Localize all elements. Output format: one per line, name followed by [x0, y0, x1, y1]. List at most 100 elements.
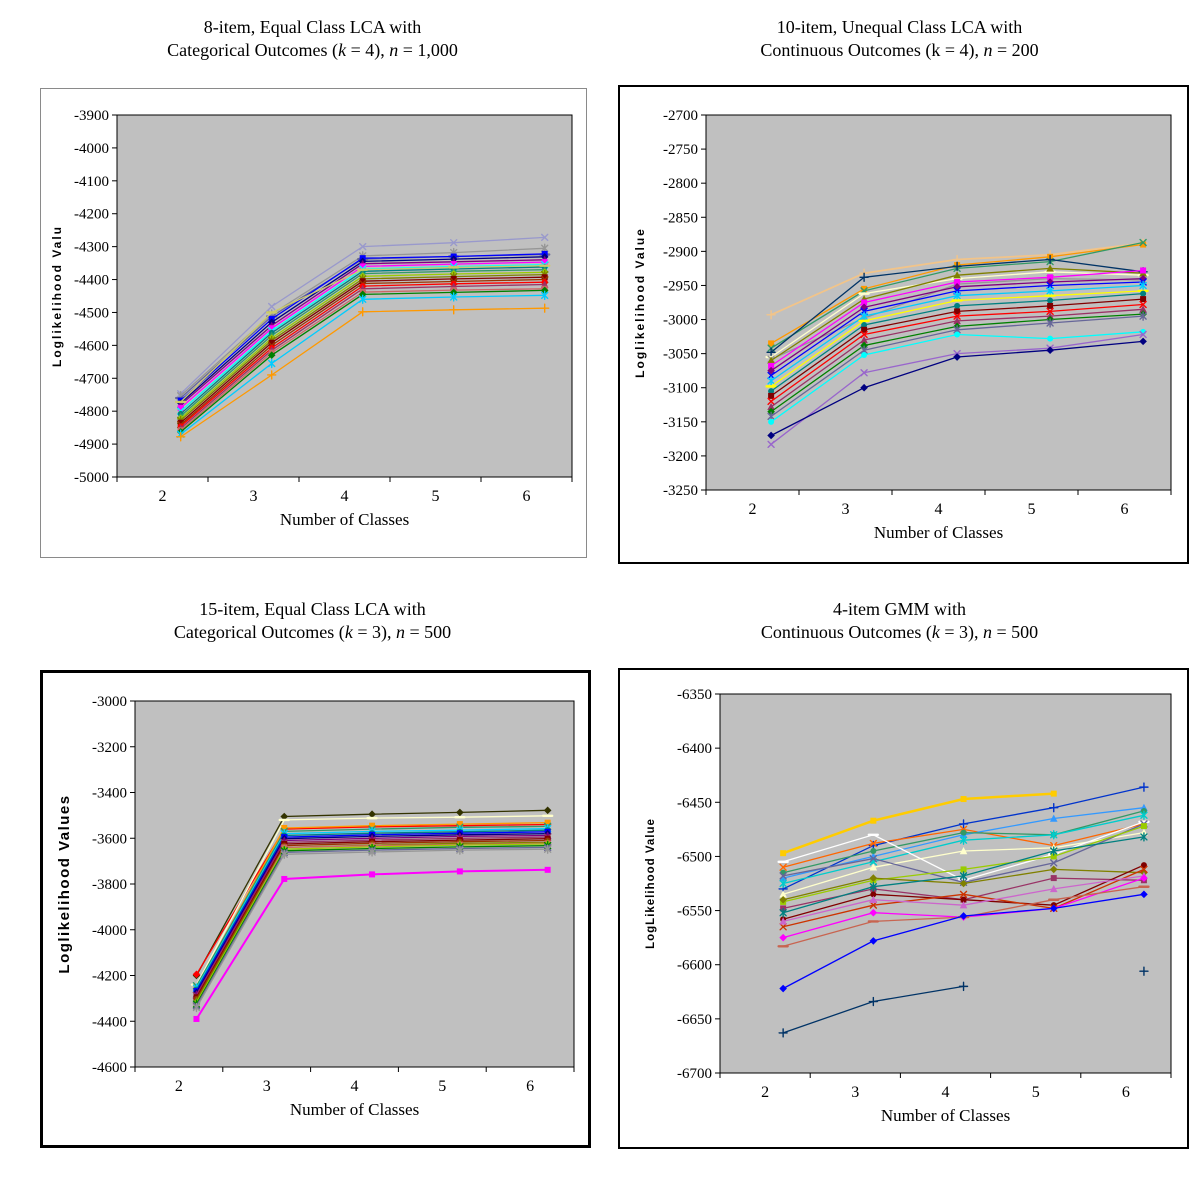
chart-top-left: -3900 -4000 -4100 -4200 -4300 -4400 -4500 -4600… [40, 88, 587, 558]
y-tick-label: -6650 [677, 1012, 712, 1028]
y-tick-label: -3800 [92, 877, 127, 893]
x-tick-label: 5 [438, 1078, 446, 1095]
title-segment: = 200 [992, 40, 1039, 61]
title-segment: k [344, 622, 353, 643]
y-tick-label: -3100 [663, 381, 698, 397]
y-tick-label: -4400 [92, 1014, 127, 1030]
chart-bottom-left: -3000 -3200 -3400 -3600 -3800 -4000 -4200 -4400… [40, 670, 591, 1148]
title-segment: n [389, 40, 399, 61]
y-tick-label: -4100 [74, 174, 109, 190]
chart-title-line: 4-item GMM with [612, 598, 1187, 621]
y-tick-label: -4000 [92, 923, 127, 939]
x-tick-label: 4 [942, 1084, 950, 1101]
title-segment: 10-item, Unequal Class LCA with [776, 17, 1023, 37]
y-tick-label: -6600 [677, 958, 712, 974]
x-tick-label: 2 [159, 488, 167, 505]
y-tick-label: -2950 [663, 278, 698, 294]
y-tick-label: -6550 [677, 904, 712, 920]
y-axis-title: Loglikelihood Valu [50, 225, 64, 367]
x-tick-label: 3 [842, 501, 850, 518]
title-segment: k [931, 622, 940, 643]
x-tick-label: 3 [263, 1078, 271, 1095]
chart-title-line: Continuous Outcomes (k = 4), n = 200 [612, 39, 1187, 62]
y-tick-label: -4700 [74, 371, 109, 387]
x-tick-label: 6 [1121, 501, 1129, 518]
x-axis-title: Number of Classes [280, 510, 409, 529]
y-tick-label: -4900 [74, 437, 109, 453]
chart-bottom-right: -6350 -6400 -6450 -6500 -6550 -6600 -6650 -6700… [618, 668, 1189, 1149]
chart-title-top-right: 10-item, Unequal Class LCA with Continuou… [612, 16, 1187, 63]
title-segment: k [338, 40, 347, 61]
x-tick-label: 6 [523, 488, 531, 505]
y-tick-label: -4400 [74, 273, 109, 289]
x-axis-title: Number of Classes [874, 523, 1003, 542]
chart-top-right: -2700 -2750 -2800 -2850 -2900 -2950 -3000 -3050… [618, 85, 1189, 564]
y-tick-label: -4500 [74, 305, 109, 321]
chart-title-line: 10-item, Unequal Class LCA with [612, 16, 1187, 39]
title-segment: Categorical Outcomes ( [173, 622, 345, 643]
y-tick-label: -3000 [663, 313, 698, 329]
x-tick-label: 3 [250, 488, 258, 505]
title-segment: Continuous Outcomes (k = 4), [760, 40, 984, 61]
title-segment: 15-item, Equal Class LCA with [199, 599, 426, 619]
title-segment: = 3), [939, 622, 983, 643]
y-tick-label: -5000 [74, 470, 109, 486]
title-segment: = 500 [992, 622, 1039, 643]
y-tick-label: -3200 [92, 740, 127, 756]
x-tick-label: 4 [341, 488, 349, 505]
y-axis-title: LogLikelihood Value [645, 818, 657, 949]
y-tick-label: -4200 [74, 207, 109, 223]
chart-svg: -2700 -2750 -2800 -2850 -2900 -2950 -3000 -3050… [633, 108, 1172, 542]
y-tick-label: -3600 [92, 831, 127, 847]
y-tick-label: -3200 [663, 449, 698, 465]
y-tick-label: -3400 [92, 786, 127, 802]
chart-title-top-left: 8-item, Equal Class LCA with Categorical … [40, 16, 585, 63]
x-tick-label: 4 [351, 1078, 359, 1095]
y-tick-label: -3150 [663, 415, 698, 431]
y-tick-label: -4300 [74, 240, 109, 256]
y-tick-label: -6500 [677, 849, 712, 865]
chart-title-line: Categorical Outcomes (k = 4), n = 1,000 [40, 39, 585, 62]
x-tick-label: 5 [1032, 1084, 1040, 1101]
y-tick-label: -6450 [677, 795, 712, 811]
y-tick-label: -6700 [677, 1066, 712, 1082]
y-tick-label: -2750 [663, 142, 698, 158]
series-line [782, 792, 1054, 855]
chart-title-bottom-left: 15-item, Equal Class LCA with Categorical… [40, 598, 585, 645]
y-axis-title: Loglikelihood Values [56, 794, 73, 973]
chart-title-line: 8-item, Equal Class LCA with [40, 16, 585, 39]
y-tick-label: -4200 [92, 969, 127, 985]
x-tick-label: 2 [749, 501, 757, 518]
chart-svg: -3000 -3200 -3400 -3600 -3800 -4000 -4200 -4400… [56, 694, 575, 1119]
title-segment: = 4), [346, 40, 390, 61]
title-segment: = 3), [352, 622, 396, 643]
y-axis-title: Loglikelihood Value [633, 227, 647, 378]
title-segment: 8-item, Equal Class LCA with [203, 17, 422, 37]
y-tick-label: -3000 [92, 694, 127, 710]
y-tick-label: -6400 [677, 741, 712, 757]
title-segment: 4-item GMM with [833, 599, 966, 619]
y-tick-label: -4800 [74, 404, 109, 420]
y-tick-label: -4600 [92, 1060, 127, 1076]
title-segment: Categorical Outcomes ( [167, 40, 339, 61]
x-tick-label: 5 [1028, 501, 1036, 518]
chart-title-line: Categorical Outcomes (k = 3), n = 500 [40, 621, 585, 644]
chart-title-line: Continuous Outcomes (k = 3), n = 500 [612, 621, 1187, 644]
y-tick-label: -2700 [663, 108, 698, 124]
x-tick-label: 5 [432, 488, 440, 505]
y-tick-label: -4000 [74, 141, 109, 157]
title-segment: = 500 [404, 622, 452, 643]
title-segment: n [983, 40, 993, 61]
x-tick-label: 6 [1122, 1084, 1130, 1101]
x-tick-label: 2 [175, 1078, 183, 1095]
x-tick-label: 6 [526, 1078, 534, 1095]
title-segment: n [395, 622, 405, 643]
y-tick-label: -3050 [663, 347, 698, 363]
chart-title-bottom-right: 4-item GMM with Continuous Outcomes (k = … [612, 598, 1187, 645]
y-tick-label: -2800 [663, 176, 698, 192]
x-axis-title: Number of Classes [881, 1106, 1010, 1125]
x-tick-label: 4 [935, 501, 943, 518]
y-tick-label: -4600 [74, 338, 109, 354]
y-tick-label: -6350 [677, 687, 712, 703]
y-tick-label: -2900 [663, 244, 698, 260]
